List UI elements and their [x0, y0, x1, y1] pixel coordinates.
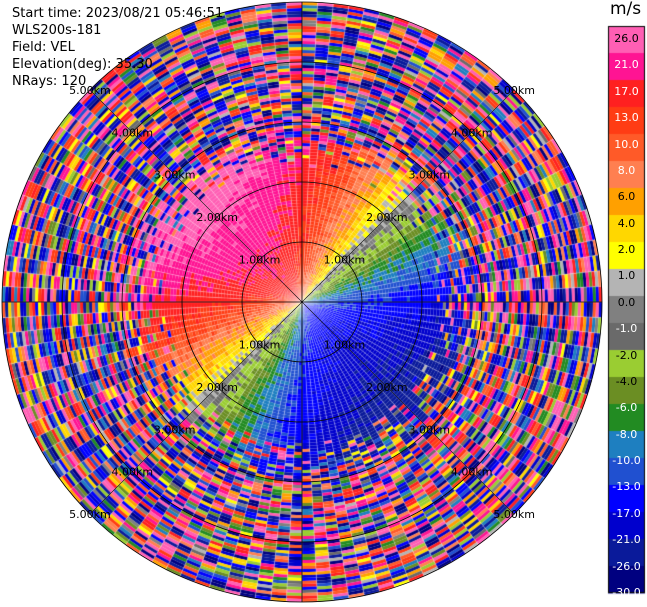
range-ring-label: 1.00km: [239, 254, 281, 267]
colorbar-tick-label: -2.0: [615, 348, 638, 362]
range-ring-label: 1.00km: [324, 338, 366, 351]
range-ring-label: 1.00km: [324, 254, 366, 267]
colorbar-tick-label: 26.0: [614, 32, 639, 45]
range-ring-label: 2.00km: [196, 211, 238, 224]
colorbar-tick-label: 1.0: [617, 269, 636, 283]
range-ring-label: 2.00km: [366, 211, 408, 224]
range-ring-label: 5.00km: [69, 84, 111, 97]
nrays-label: NRays: 120: [12, 74, 87, 89]
range-ring-label: 4.00km: [112, 466, 154, 479]
colorbar-tick-label: -4.0: [615, 374, 638, 388]
colorbar-tick-label: 2.0: [617, 243, 636, 257]
colorbar-tick-label: -13.0: [612, 480, 641, 494]
colorbar-tick-label: 6.0: [617, 190, 636, 204]
range-ring-label: 4.00km: [451, 126, 493, 139]
range-ring-label: 5.00km: [493, 508, 535, 521]
range-ring-label: 5.00km: [493, 84, 535, 97]
range-ring-label: 3.00km: [408, 169, 450, 182]
range-ring-label: 2.00km: [366, 381, 408, 394]
elevation-label: Elevation(deg): 35.30: [12, 57, 153, 72]
range-ring: [1, 1, 603, 603]
range-ring-label: 4.00km: [112, 126, 154, 139]
range-ring-label: 4.00km: [451, 466, 493, 479]
colorbar-tick-label: 21.0: [614, 58, 639, 72]
range-ring: [181, 181, 423, 423]
range-ring-label: 1.00km: [239, 338, 281, 351]
colorbar-tick-label: 13.0: [614, 111, 639, 125]
range-ring-label: 2.00km: [196, 381, 238, 394]
colorbar-tick-label: 8.0: [617, 163, 636, 177]
colorbar-tick-label: -8.0: [615, 427, 638, 441]
start-time-label: Start time: 2023/08/21 05:46:51: [12, 6, 224, 21]
diagonal-axis-line: [89, 89, 515, 515]
range-ring-label: 3.00km: [154, 169, 196, 182]
colorbar-tick-label: -10.0: [612, 454, 641, 468]
range-ring-label: 3.00km: [154, 423, 196, 436]
range-ring: [121, 121, 483, 483]
colorbar-tick-label: -1.0: [615, 322, 638, 336]
colorbar-tick-label: 17.0: [614, 84, 639, 98]
colorbar-unit-label: m/s: [610, 0, 642, 19]
colorbar-tick-label: -21.0: [612, 533, 641, 547]
colorbar-tick-label: 10.0: [614, 137, 639, 151]
colorbar-tick-label: -26.0: [612, 559, 641, 573]
colorbar-tick-label: -30.0: [612, 586, 641, 599]
range-ring: [61, 61, 543, 543]
colorbar-tick-label: 0.0: [617, 295, 636, 309]
range-ring: [241, 241, 363, 363]
colorbar-tick-label: -17.0: [612, 506, 641, 520]
range-ring-label: 5.00km: [69, 508, 111, 521]
instrument-label: WLS200s-181: [12, 23, 102, 38]
colorbar-tick-label: -6.0: [615, 401, 638, 415]
colorbar-tick-label: 4.0: [617, 216, 636, 230]
field-label: Field: VEL: [12, 40, 75, 55]
range-ring-label: 3.00km: [408, 423, 450, 436]
